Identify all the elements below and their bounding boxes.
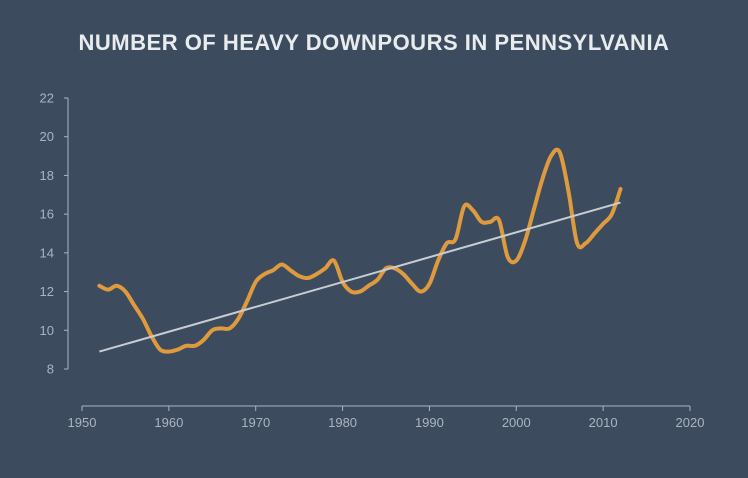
y-tick-label: 12 (40, 284, 54, 299)
x-tick-label: 1990 (415, 415, 444, 430)
chart-axes: 8 10 12 14 16 18 20 22 1950 1960 1970 1980 1990 2000 2… (40, 91, 705, 431)
chart-title: NUMBER OF HEAVY DOWNPOURS IN PENNSYLVANI… (78, 30, 670, 55)
x-tick-label: 2020 (676, 415, 705, 430)
y-tick-label: 22 (40, 91, 54, 106)
x-tick-label: 1980 (328, 415, 357, 430)
trend-line (99, 201, 621, 353)
x-tick-label: 1960 (154, 415, 183, 430)
x-tick-label: 1970 (241, 415, 270, 430)
y-tick-label: 10 (40, 323, 54, 338)
chart-series (97, 147, 623, 354)
y-tick-label: 20 (40, 129, 54, 144)
y-tick-label: 14 (40, 245, 54, 260)
x-tick-label: 2010 (589, 415, 618, 430)
x-tick-label: 1950 (68, 415, 97, 430)
y-tick-label: 8 (47, 362, 54, 377)
y-tick-label: 16 (40, 207, 54, 222)
y-tick-label: 18 (40, 168, 54, 183)
downpours-series-line (97, 147, 623, 354)
x-tick-label: 2000 (502, 415, 531, 430)
